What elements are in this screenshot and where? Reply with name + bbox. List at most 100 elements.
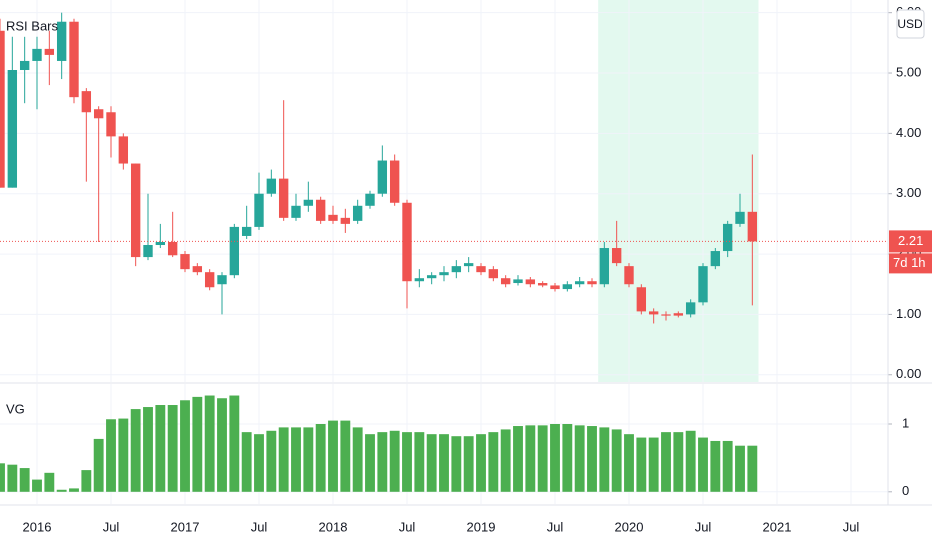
candle-body: [389, 160, 400, 203]
volume-bar: [118, 418, 129, 492]
volume-bar: [0, 463, 5, 492]
volume-bar: [303, 427, 314, 492]
candle-body: [155, 241, 166, 246]
candle-body: [685, 302, 696, 315]
legend-label: RSI Bars: [6, 18, 59, 33]
volume-bar: [241, 432, 252, 492]
y-tick-label: 0.00: [896, 366, 921, 381]
volume-bar: [328, 420, 338, 492]
candle-body: [562, 284, 573, 290]
y-tick-label: 5.00: [896, 64, 921, 79]
y-tick-label: 3.00: [896, 185, 921, 200]
x-tick-label: Jul: [399, 519, 416, 534]
volume-bar: [735, 445, 745, 492]
volume-bar: [81, 470, 92, 492]
candle-body: [266, 178, 277, 194]
volume-bar: [648, 437, 659, 492]
volume-bar: [180, 400, 190, 492]
candle-body: [735, 211, 745, 224]
volume-bar: [389, 430, 400, 492]
volume-bar: [217, 398, 227, 492]
candle-body: [537, 283, 548, 286]
candle-body: [278, 178, 289, 218]
candle-body: [500, 278, 511, 285]
candle-body: [439, 272, 449, 276]
candle-body: [7, 70, 18, 188]
candle-body: [698, 266, 708, 303]
volume-bar: [93, 438, 104, 492]
candle-body: [241, 226, 252, 236]
candle-body: [32, 48, 42, 61]
last-price-box: [889, 230, 932, 253]
volume-bar: [611, 429, 622, 492]
candle-body: [180, 254, 190, 270]
x-tick-label: 2017: [171, 519, 200, 534]
x-tick-label: Jul: [103, 519, 120, 534]
volume-bar: [340, 420, 351, 492]
candle-body: [328, 214, 338, 221]
candle-body: [599, 248, 610, 285]
candle-body: [624, 266, 634, 285]
candle-body: [377, 160, 388, 194]
volume-bar: [365, 434, 375, 492]
volume-bar: [599, 427, 610, 492]
x-tick-label: Jul: [251, 519, 268, 534]
volume-bar: [69, 488, 79, 492]
volume-bar: [44, 472, 55, 492]
candle-body: [93, 109, 104, 119]
candle-body: [118, 136, 129, 164]
candle-body: [315, 199, 326, 221]
candle-body: [340, 217, 351, 224]
candle-body: [476, 266, 486, 273]
volume-bar: [254, 434, 264, 492]
y-tick-label: 0: [902, 483, 909, 498]
volume-bar: [7, 464, 18, 492]
candle-body: [402, 202, 412, 282]
candle-body: [291, 205, 301, 218]
volume-bar: [291, 427, 301, 492]
candle-body: [648, 311, 659, 315]
candle-body: [574, 281, 585, 285]
volume-bar: [698, 437, 708, 492]
candle-body: [365, 193, 375, 206]
candle-body: [44, 48, 55, 55]
candle-body: [710, 251, 721, 267]
volume-bar: [463, 436, 474, 492]
volume-bar: [747, 445, 758, 492]
candle-body: [217, 275, 227, 285]
volume-bar: [167, 405, 178, 492]
y-tick-label: 4.00: [896, 125, 921, 140]
currency-label: USD: [897, 17, 923, 31]
candle-body: [56, 21, 67, 61]
candle-body: [19, 60, 30, 71]
x-tick-label: 2019: [467, 519, 496, 534]
volume-bar: [414, 432, 425, 492]
volume-bar: [624, 434, 634, 492]
candle-body: [69, 21, 79, 98]
y-tick-label: 1: [902, 415, 909, 430]
candle-body: [661, 314, 671, 316]
candle-body: [81, 91, 92, 113]
candle-body: [106, 112, 116, 137]
volume-bar: [315, 424, 326, 492]
candle-body: [451, 266, 462, 273]
x-tick-label: 2020: [615, 519, 644, 534]
volume-bar: [513, 426, 523, 492]
volume-bar: [488, 432, 499, 492]
volume-bar: [476, 434, 486, 492]
volume-bar: [574, 425, 585, 492]
candle-body: [143, 245, 153, 258]
volume-bar: [685, 430, 696, 492]
candle-body: [488, 269, 499, 279]
volume-bar: [106, 419, 116, 492]
volume-bar: [500, 429, 511, 492]
volume-bar: [352, 427, 363, 492]
x-tick-label: 2018: [319, 519, 348, 534]
candle-body: [673, 313, 684, 316]
volume-bar: [56, 489, 67, 492]
candle-body: [352, 205, 363, 221]
candle-body: [130, 163, 141, 258]
volume-bar: [204, 395, 215, 492]
volume-bar: [562, 424, 573, 492]
candle-body: [204, 272, 215, 288]
